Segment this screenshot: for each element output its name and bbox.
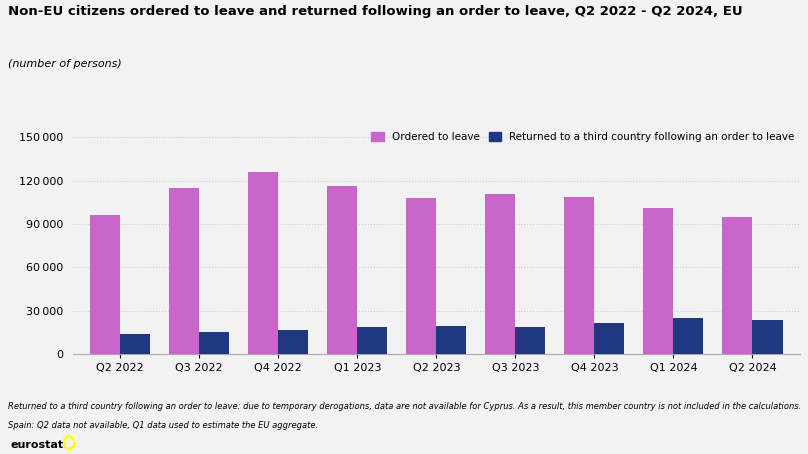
- Bar: [90, 215, 120, 354]
- Bar: [406, 198, 436, 354]
- Text: Spain: Q2 data not available, Q1 data used to estimate the EU aggregate.: Spain: Q2 data not available, Q1 data us…: [8, 421, 318, 430]
- Bar: [120, 334, 150, 354]
- Bar: [357, 326, 387, 354]
- Bar: [643, 208, 673, 354]
- Text: Returned to a third country following an order to leave: due to temporary deroga: Returned to a third country following an…: [8, 402, 802, 411]
- Legend: Ordered to leave, Returned to a third country following an order to leave: Ordered to leave, Returned to a third co…: [372, 132, 795, 142]
- Bar: [516, 327, 545, 354]
- Bar: [722, 217, 752, 354]
- Text: (number of persons): (number of persons): [8, 59, 122, 69]
- Bar: [752, 320, 782, 354]
- Bar: [564, 197, 595, 354]
- Bar: [169, 188, 200, 354]
- Bar: [248, 172, 278, 354]
- Bar: [595, 323, 625, 354]
- Text: Non-EU citizens ordered to leave and returned following an order to leave, Q2 20: Non-EU citizens ordered to leave and ret…: [8, 5, 743, 18]
- Bar: [278, 330, 309, 354]
- Bar: [436, 326, 466, 354]
- Bar: [486, 193, 516, 354]
- Text: eurostat: eurostat: [11, 440, 64, 450]
- Bar: [673, 318, 704, 354]
- Bar: [200, 332, 229, 354]
- Bar: [327, 187, 357, 354]
